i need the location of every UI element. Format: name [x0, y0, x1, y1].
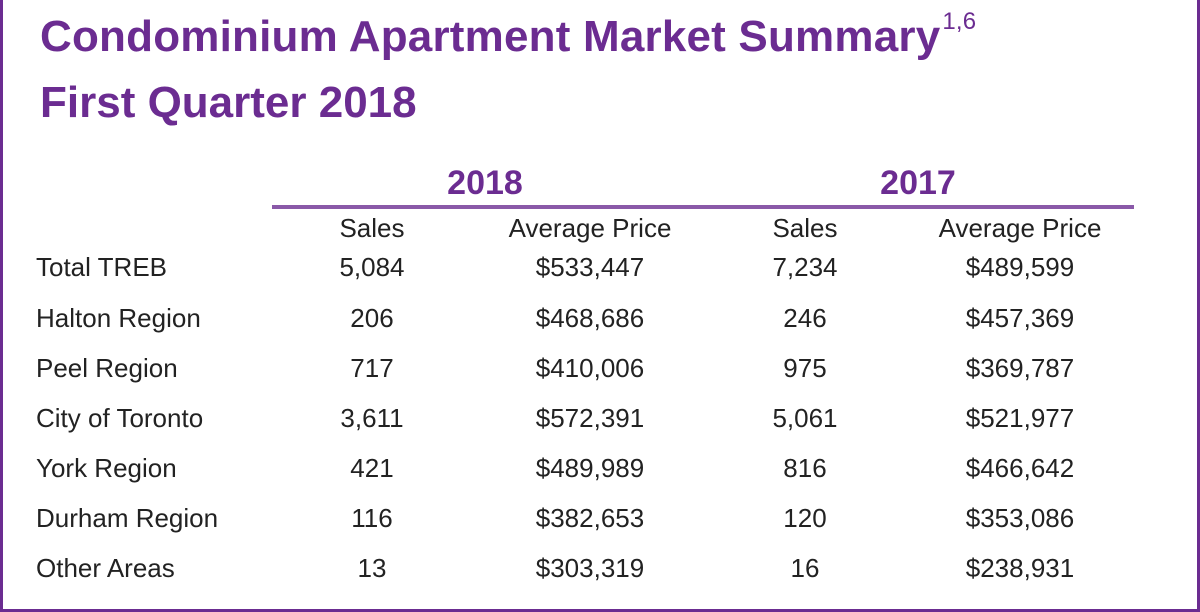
sales-2017-cell: 7,234: [772, 252, 838, 282]
average-price-2017-cell: $369,787: [965, 353, 1075, 383]
sales-2018-cell: 421: [350, 453, 394, 483]
column-header-sales-2017: Sales: [772, 213, 838, 243]
region-label: Total TREB: [36, 252, 168, 282]
average-price-2017-cell: $353,086: [965, 503, 1075, 533]
table-row: Total TREB 5,084 $533,447 7,234 $489,599: [0, 252, 1200, 302]
table-row: Halton Region 206 $468,686 246 $457,369: [0, 303, 1200, 353]
average-price-2018-cell: $410,006: [535, 353, 645, 383]
sales-2017-cell: 16: [790, 553, 820, 583]
table-row: York Region 421 $489,989 816 $466,642: [0, 453, 1200, 503]
year-header-2018: 2018: [447, 164, 523, 202]
average-price-2018-cell: $468,686: [535, 303, 645, 333]
column-header-average-price-2018: Average Price: [508, 213, 672, 243]
sales-2018-cell: 5,084: [339, 252, 405, 282]
sales-2017-cell: 120: [783, 503, 827, 533]
sales-2017-cell: 975: [783, 353, 827, 383]
average-price-2018-cell: $489,989: [535, 453, 645, 483]
average-price-2017-cell: $238,931: [965, 553, 1075, 583]
sales-2018-cell: 206: [350, 303, 394, 333]
sales-2017-cell: 246: [783, 303, 827, 333]
region-label: Peel Region: [36, 353, 178, 383]
column-header-sales-2018: Sales: [339, 213, 405, 243]
table-row: Other Areas 13 $303,319 16 $238,931: [0, 553, 1200, 603]
region-label: York Region: [36, 453, 177, 483]
sales-2018-cell: 717: [350, 353, 394, 383]
average-price-2017-cell: $489,599: [965, 252, 1075, 282]
average-price-2017-cell: $521,977: [965, 403, 1075, 433]
region-label: Durham Region: [36, 503, 219, 533]
page-subtitle: First Quarter 2018: [40, 78, 417, 127]
average-price-2018-cell: $382,653: [535, 503, 645, 533]
average-price-2017-cell: $466,642: [965, 453, 1075, 483]
column-header-average-price-2017: Average Price: [938, 213, 1102, 243]
header-divider: [272, 205, 1134, 209]
average-price-2018-cell: $572,391: [535, 403, 645, 433]
sales-2018-cell: 116: [351, 503, 393, 533]
sales-2017-cell: 5,061: [772, 403, 838, 433]
average-price-2018-cell: $533,447: [535, 252, 645, 282]
table-row: Peel Region 717 $410,006 975 $369,787: [0, 353, 1200, 403]
page-title: Condominium Apartment Market Summary1,6: [40, 8, 976, 62]
table-row: Durham Region 116 $382,653 120 $353,086: [0, 503, 1200, 553]
table-row: City of Toronto 3,611 $572,391 5,061 $52…: [0, 403, 1200, 453]
title-footnote-ref: 1,6: [942, 8, 977, 35]
title-text: Condominium Apartment Market Summary: [40, 12, 941, 61]
sales-2018-cell: 13: [357, 553, 387, 583]
region-label: City of Toronto: [36, 403, 204, 433]
sales-2017-cell: 816: [783, 453, 827, 483]
average-price-2017-cell: $457,369: [965, 303, 1075, 333]
region-label: Other Areas: [36, 553, 175, 583]
sales-2018-cell: 3,611: [340, 403, 404, 433]
region-label: Halton Region: [36, 303, 201, 333]
average-price-2018-cell: $303,319: [535, 553, 645, 583]
year-header-2017: 2017: [880, 164, 956, 202]
